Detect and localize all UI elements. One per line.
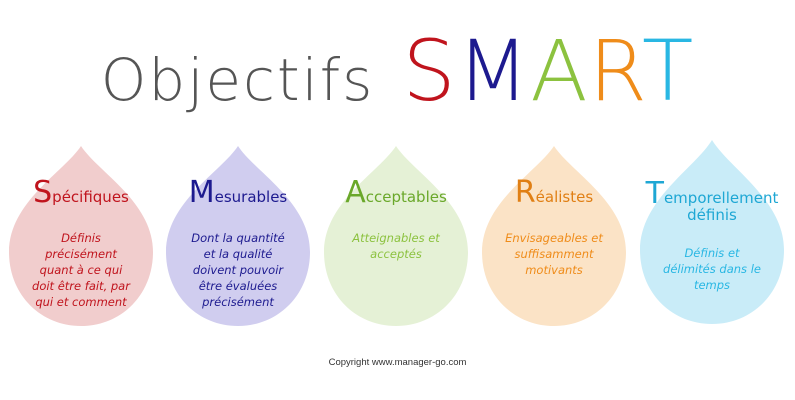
drop-initial: T	[645, 176, 664, 211]
drop-fill	[324, 146, 468, 326]
copyright-notice: Copyright www.manager-go.com	[328, 357, 467, 368]
drop-acceptables: Acceptables Atteignables et acceptés	[318, 140, 474, 330]
drop-heading-rest: pécifiques	[52, 188, 129, 206]
drop-initial: M	[188, 175, 215, 210]
drop-mesurables: Mesurables Dont la quantité et la qualit…	[160, 140, 316, 330]
drop-shape	[9, 146, 153, 326]
drop-initial: R	[514, 175, 536, 210]
smart-letter-a: A	[530, 22, 589, 120]
drop-shape	[324, 146, 468, 326]
drop-heading: Acceptables	[318, 178, 474, 208]
smart-letter-s: S	[402, 22, 457, 120]
drop-shape	[482, 146, 626, 326]
drop-temporellement: Temporellement définis Définis et délimit…	[634, 140, 790, 330]
page-title: Objectifs SMART	[0, 22, 795, 120]
drop-description: Envisageables et suffisamment motivants	[505, 231, 603, 277]
drop-description: Atteignables et acceptés	[352, 231, 440, 261]
smart-letter-r: R	[588, 22, 642, 120]
drop-description: Définis et délimités dans le temps	[663, 246, 761, 292]
drop-heading-rest: esurables	[214, 188, 288, 206]
drop-heading-rest-line2: définis	[687, 206, 737, 224]
drop-description: Définis précisément quant à ce qui doit …	[32, 231, 130, 309]
drop-fill	[482, 146, 626, 326]
drop-realistes: Réalistes Envisageables et suffisamment …	[476, 140, 632, 330]
drop-shape	[166, 146, 310, 326]
drop-fill	[166, 146, 310, 326]
smart-acronym: SMART	[402, 22, 694, 120]
drop-initial: S	[33, 175, 53, 210]
smart-letter-t: T	[641, 22, 695, 120]
drop-shape	[640, 140, 784, 324]
drop-heading: Mesurables	[160, 178, 316, 208]
drop-heading: Réalistes	[476, 178, 632, 208]
smart-letter-m: M	[456, 22, 531, 120]
drop-fill	[640, 140, 784, 324]
drop-heading-rest: cceptables	[365, 188, 447, 206]
drop-specifiques: Spécifiques Définis précisément quant à …	[3, 140, 159, 330]
drop-heading: Spécifiques	[3, 178, 159, 208]
drop-description: Dont la quantité et la qualité doivent p…	[191, 231, 285, 309]
title-word: Objectifs	[100, 46, 375, 114]
drop-fill	[9, 146, 153, 326]
drop-heading: Temporellement définis	[634, 179, 790, 224]
drop-heading-rest: éalistes	[535, 188, 594, 206]
drop-heading-rest: emporellement	[663, 189, 779, 207]
drop-initial: A	[345, 175, 366, 210]
smart-drops: Spécifiques Définis précisément quant à …	[0, 140, 795, 340]
